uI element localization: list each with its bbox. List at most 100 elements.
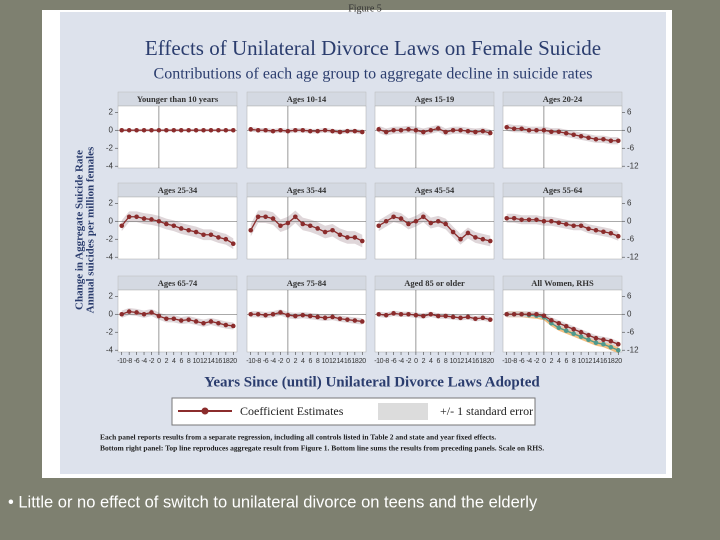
point — [248, 127, 254, 132]
point — [270, 216, 276, 221]
point — [534, 127, 539, 133]
point — [285, 128, 291, 134]
point — [119, 311, 125, 317]
point — [315, 314, 320, 320]
x-tick-label: 2 — [165, 358, 169, 365]
point — [511, 311, 517, 317]
point — [223, 127, 229, 133]
point — [480, 128, 486, 134]
point — [315, 128, 320, 134]
note: Each panel reports results from a separa… — [100, 433, 496, 442]
x-tick-label: 20 — [230, 358, 237, 365]
point — [201, 320, 206, 326]
x-tick-label: 0 — [542, 358, 546, 365]
point — [549, 218, 554, 224]
panel-title: Ages 45-54 — [415, 185, 455, 195]
x-tick-label: 18 — [607, 358, 614, 365]
y-tick-label: 0 — [109, 125, 114, 134]
point — [134, 310, 139, 315]
x-tick-label: 8 — [572, 358, 576, 365]
point — [208, 319, 214, 324]
x-tick-label: -6 — [134, 358, 140, 365]
point — [164, 127, 169, 133]
point — [263, 127, 268, 133]
x-tick-label: -4 — [141, 358, 147, 365]
point — [487, 238, 493, 244]
point — [465, 128, 471, 134]
point — [601, 136, 606, 142]
point — [359, 319, 365, 324]
point — [549, 129, 554, 135]
point — [413, 218, 419, 224]
point — [322, 315, 328, 321]
y-tick-label: 0 — [109, 216, 114, 225]
point — [156, 313, 162, 319]
point — [164, 221, 169, 227]
x-tick-label: 14 — [464, 358, 471, 365]
point — [186, 317, 191, 322]
x-tick-label: 4 — [301, 358, 305, 365]
point — [193, 319, 199, 324]
point — [141, 216, 147, 221]
figure-title: Effects of Unilateral Divorce Laws on Fe… — [145, 36, 601, 60]
plot-area — [117, 105, 238, 169]
y-tick-label: 0 — [109, 309, 114, 318]
x-tick-label: 2 — [550, 358, 554, 365]
x-tick-label: -2 — [406, 358, 412, 365]
x-tick-label: 12 — [329, 358, 336, 365]
point — [601, 341, 606, 347]
point — [322, 127, 328, 133]
point — [549, 317, 554, 323]
point — [278, 127, 283, 133]
point — [526, 127, 532, 133]
series-line — [250, 215, 363, 242]
point — [526, 311, 532, 317]
y-tick-label: 6 — [627, 291, 632, 300]
point — [608, 230, 614, 236]
point — [193, 127, 199, 133]
point — [428, 220, 434, 226]
point — [563, 130, 569, 136]
point — [307, 128, 313, 134]
x-label: Years Since (until) Unilateral Divorce L… — [204, 374, 540, 390]
x-tick-label: -6 — [263, 358, 269, 365]
y-tick-label: -2 — [106, 327, 114, 336]
x-tick-label: 0 — [286, 358, 290, 365]
point — [352, 235, 358, 240]
x-tick-label: 20 — [615, 358, 622, 365]
x-tick-label: 12 — [585, 358, 592, 365]
point — [608, 344, 614, 350]
point — [337, 316, 343, 322]
se-band — [506, 311, 619, 348]
point — [201, 127, 206, 133]
point — [519, 217, 524, 223]
y-tick-label: 2 — [109, 291, 114, 300]
point — [480, 236, 486, 242]
series-line — [250, 128, 363, 133]
point — [473, 235, 478, 240]
point — [526, 217, 532, 223]
point — [230, 127, 236, 133]
point — [141, 311, 147, 317]
point — [230, 241, 236, 247]
point — [480, 315, 486, 321]
point — [615, 138, 621, 144]
x-tick-label: 0 — [157, 358, 161, 365]
y-label: Change in Aggregate Suicide Rate — [74, 150, 86, 310]
point — [359, 238, 365, 244]
point — [421, 129, 426, 135]
y-tick-label: -4 — [106, 161, 114, 170]
y-tick-label: 6 — [627, 198, 632, 207]
bullet: • Little or no effect of switch to unila… — [8, 493, 538, 511]
y-tick-label: 0 — [627, 309, 632, 318]
panel-title: Ages 65-74 — [158, 278, 198, 288]
point — [450, 314, 456, 320]
series-line — [506, 313, 619, 345]
point — [345, 235, 350, 240]
y-tick-label: 6 — [627, 107, 632, 116]
panel-title: Ages 10-14 — [287, 94, 327, 104]
point — [149, 217, 154, 222]
point — [193, 229, 199, 235]
point — [376, 127, 382, 132]
point — [406, 127, 411, 132]
